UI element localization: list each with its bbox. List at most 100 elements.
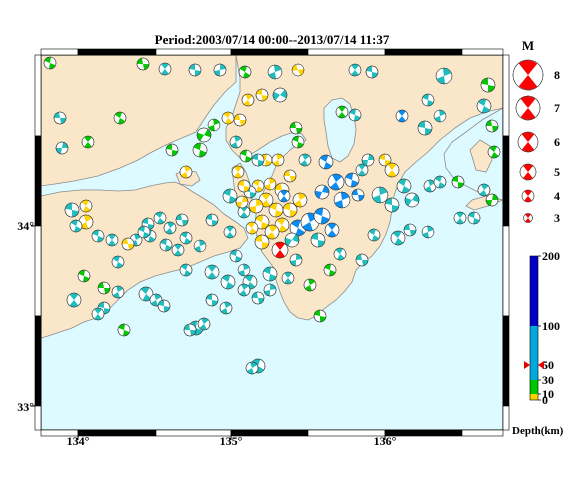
lon-label-134: 134° — [67, 434, 90, 448]
focal-mechanism — [66, 292, 82, 308]
focal-mechanism — [390, 230, 406, 246]
land-group — [41, 55, 503, 339]
focal-mechanism — [53, 111, 67, 125]
magnitude-legend-label: 6 — [554, 135, 560, 149]
focal-mechanism — [213, 63, 227, 77]
focal-mechanism — [404, 192, 420, 208]
focal-mechanism — [179, 263, 193, 277]
focal-mechanism — [263, 283, 277, 297]
depth-caption: Depth(km) — [512, 425, 564, 437]
frame-segment-top — [230, 48, 309, 56]
focal-mechanism — [291, 63, 305, 77]
focal-mechanism — [348, 108, 362, 122]
focal-mechanism — [435, 67, 453, 85]
focal-mechanism — [237, 283, 251, 297]
focal-mechanism — [157, 299, 171, 313]
focal-mechanism — [105, 233, 119, 247]
focal-mechanisms — [43, 56, 501, 375]
focal-mechanism — [262, 266, 278, 282]
focal-mechanism — [467, 211, 481, 225]
magnitude-legend: M 8 7 6 5 4 3 — [512, 38, 560, 225]
focal-mechanism — [220, 274, 236, 290]
focal-mechanism — [149, 293, 163, 307]
depth-bar-segment — [530, 326, 538, 380]
focal-mechanism — [171, 243, 185, 257]
frame-segment-right — [502, 225, 510, 317]
focal-mechanism — [219, 301, 233, 315]
land-chugoku — [41, 55, 237, 187]
focal-mechanism — [64, 202, 80, 218]
focal-mechanism — [282, 202, 298, 218]
magnitude-legend-label: 4 — [554, 189, 560, 203]
focal-mechanism — [254, 234, 270, 250]
depth-bar-segment — [530, 394, 538, 400]
focal-mechanism — [113, 111, 127, 125]
focal-mechanism — [327, 173, 345, 191]
focal-mechanism — [183, 323, 197, 337]
focal-mechanism — [313, 309, 327, 323]
focal-mechanism — [384, 197, 400, 213]
lat-label-33: 33° — [17, 400, 34, 414]
focal-mechanism — [289, 253, 303, 267]
focal-mechanism — [344, 172, 360, 188]
focal-mechanism — [163, 221, 177, 235]
focal-mechanism — [43, 56, 57, 70]
focal-mechanism — [378, 153, 392, 167]
depth-tick-label: 10 — [542, 387, 554, 401]
focal-mechanism — [175, 213, 189, 227]
focal-mechanism — [245, 361, 259, 375]
depth-tick-label: 200 — [542, 249, 560, 263]
focal-mechanism — [351, 188, 365, 202]
focal-mechanism — [298, 153, 312, 167]
focal-mechanism — [310, 232, 326, 248]
focal-mechanism — [480, 77, 496, 93]
focal-mechanism — [121, 237, 135, 251]
focal-mechanism — [229, 135, 243, 149]
focal-mechanism — [179, 231, 193, 245]
focal-mechanism — [277, 189, 291, 203]
focal-mechanism — [485, 193, 499, 207]
focal-mechanism — [79, 199, 93, 213]
focal-mechanism — [188, 63, 202, 77]
focal-mechanism — [222, 188, 238, 204]
depth-marker-left — [524, 361, 530, 369]
focal-mechanism — [318, 154, 334, 170]
focal-mechanism — [361, 153, 375, 167]
focal-mechanism — [421, 93, 435, 107]
focal-mechanism — [264, 224, 280, 240]
frame-segment-top — [384, 48, 463, 56]
focal-mechanism — [453, 211, 467, 225]
focal-mechanism — [221, 111, 235, 125]
focal-mechanism — [196, 127, 212, 143]
frame-segment-left — [34, 135, 42, 227]
focal-mechanism — [283, 169, 297, 183]
focal-mechanism — [421, 225, 435, 239]
magnitude-legend-ball — [521, 189, 535, 203]
focal-mechanism — [274, 217, 290, 233]
focal-mechanism — [197, 317, 211, 331]
depth-tick-label: 100 — [542, 319, 560, 333]
focal-mechanism — [111, 255, 125, 269]
period-title: Period:2003/07/14 00:00--2013/07/14 11:3… — [155, 32, 390, 47]
focal-mechanism — [367, 228, 381, 242]
magnitude-legend-ball — [519, 163, 537, 181]
focal-mechanism — [204, 264, 220, 280]
focal-mechanism — [355, 253, 369, 267]
depth-bar-outline — [529, 255, 539, 401]
focal-mechanism — [111, 285, 125, 299]
focal-mechanism — [158, 62, 172, 76]
magnitude-heading: M — [522, 38, 534, 53]
focal-mechanism — [323, 263, 337, 277]
magnitude-legend-ball — [517, 131, 539, 153]
focal-mechanism — [384, 162, 400, 178]
frame-segment-bottom — [384, 429, 463, 437]
focal-mechanism — [231, 165, 245, 179]
focal-mechanism — [291, 135, 305, 149]
focal-mechanism — [303, 278, 317, 292]
map-area — [40, 54, 504, 431]
frame-segment-left — [34, 315, 42, 407]
focal-mechanism — [396, 178, 412, 194]
focal-mechanism — [433, 109, 447, 123]
frame-segment-top — [307, 48, 386, 56]
